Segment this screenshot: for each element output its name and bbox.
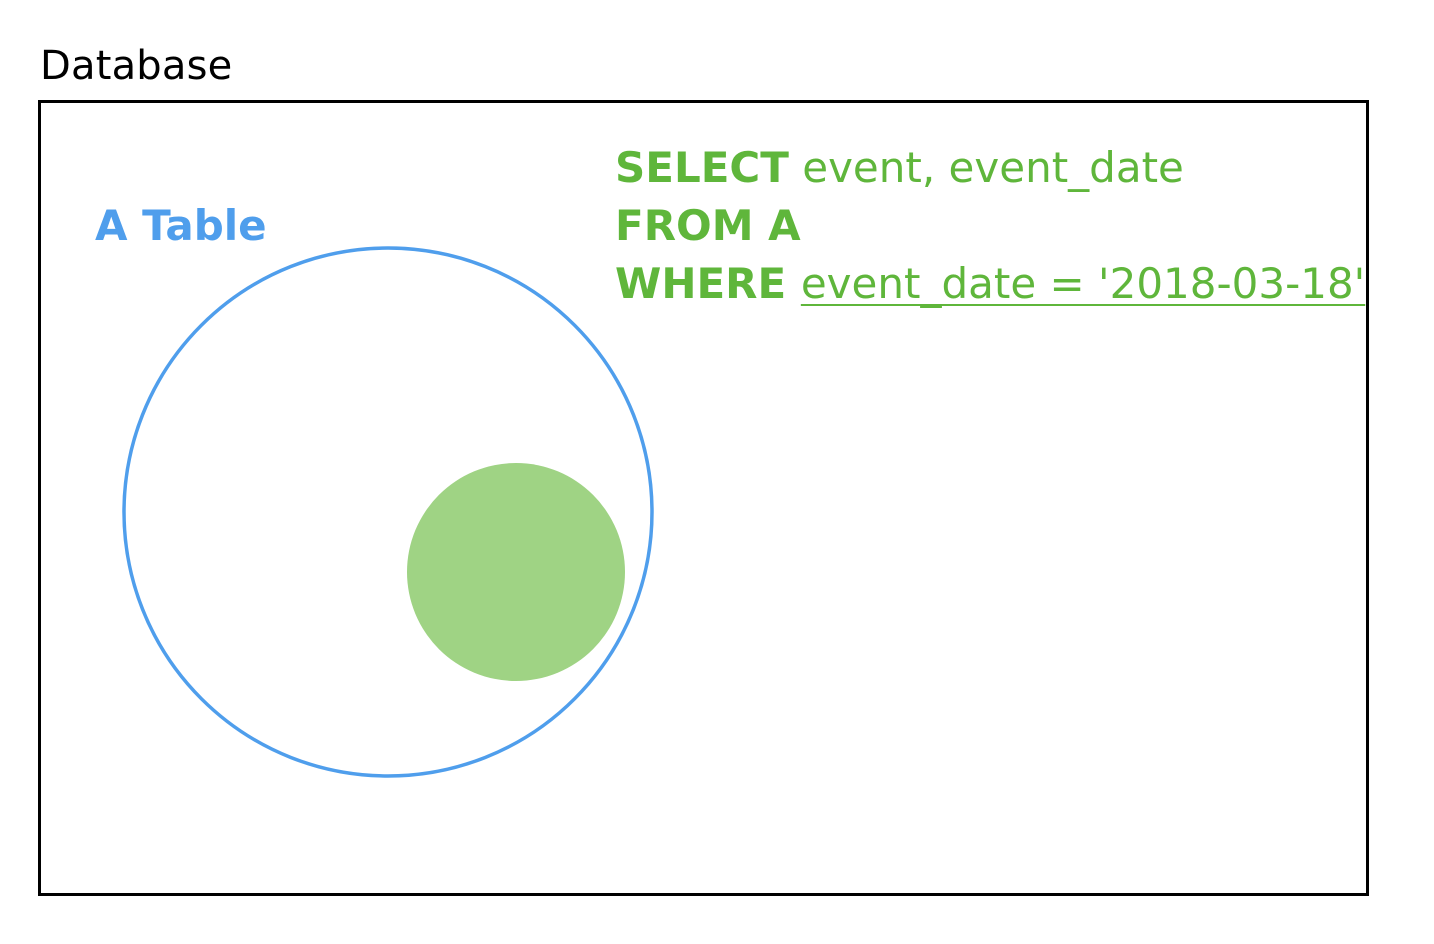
sql-where-condition: event_date = '2018-03-18' (800, 259, 1366, 308)
database-title: Database (40, 43, 233, 89)
sql-from-table: A (753, 201, 801, 250)
sql-from-keyword: FROM (615, 201, 754, 250)
sql-select-line: SELECT event, event_date (615, 140, 1184, 196)
sql-select-keyword: SELECT (615, 143, 789, 192)
sql-where-line: WHERE event_date = '2018-03-18' (615, 256, 1365, 312)
query-result-circle (407, 463, 625, 681)
table-label: A Table (95, 201, 267, 250)
table-circle (122, 246, 654, 778)
sql-select-columns: event, event_date (788, 143, 1184, 192)
sql-where-keyword: WHERE (615, 259, 787, 308)
sql-from-line: FROM A (615, 198, 801, 254)
database-frame (38, 100, 1369, 896)
